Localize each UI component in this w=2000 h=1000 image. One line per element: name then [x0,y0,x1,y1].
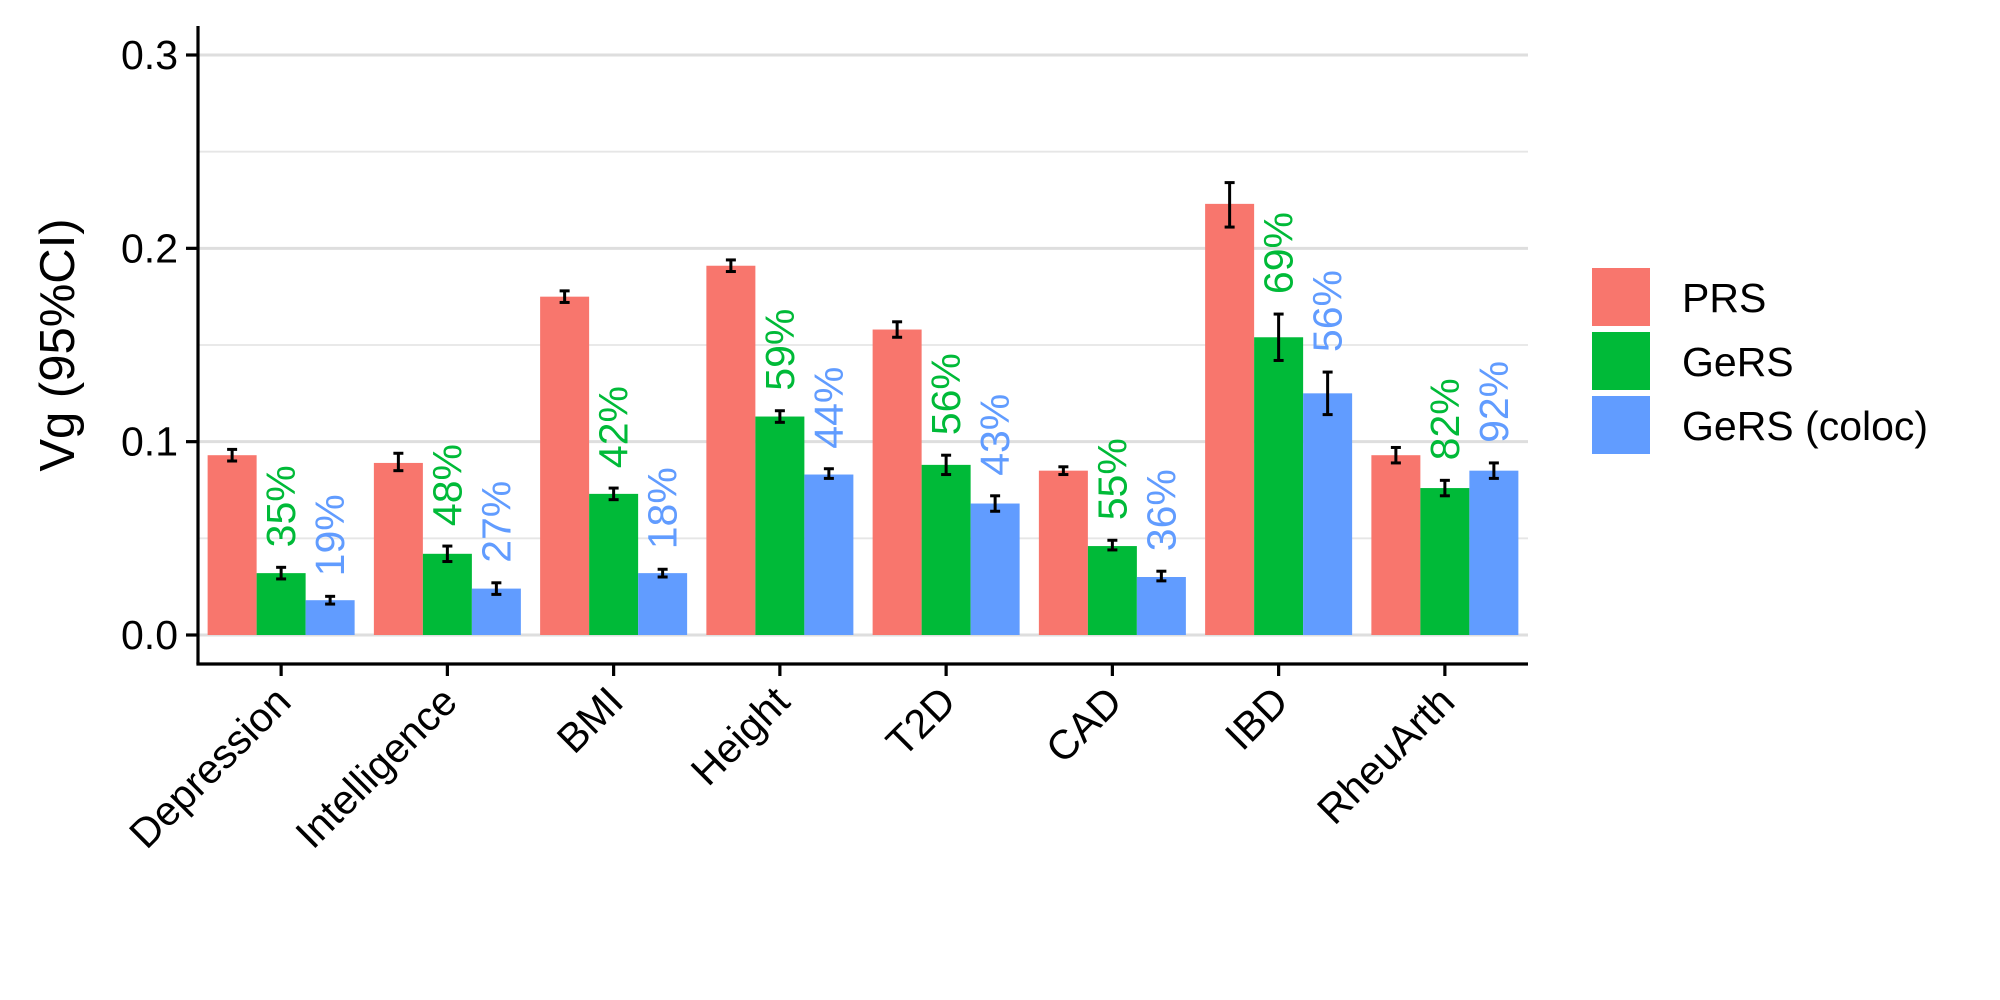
x-tick-label-height: Height [682,677,799,794]
axes [196,26,1528,666]
legend-swatch-0 [1592,268,1650,326]
percent-label-ibd-s1: 69% [1256,212,1302,294]
error-bars [227,181,1499,606]
bar-height-s1 [755,416,805,635]
percent-label-bmi-s1: 42% [591,386,637,468]
percent-label-ibd-s2: 56% [1305,270,1351,352]
bar-rheuarth-s1 [1420,488,1470,635]
bar-bmi-s1 [589,493,639,635]
x-tick-label-rheuarth: RheuArth [1308,678,1463,833]
bar-t2d-s0 [872,329,922,635]
x-tick-label-depression: Depression [120,678,299,857]
bar-cad-s2 [1136,577,1186,635]
percent-label-depression-s1: 35% [258,465,304,547]
bar-rheuarth-s2 [1469,470,1519,635]
percent-label-height-s1: 59% [757,309,803,391]
bar-intelligence-s1 [422,553,472,635]
legend-swatch-2 [1592,396,1650,454]
y-tick-label-1: 0.1 [121,419,178,465]
bar-bmi-s0 [540,296,590,635]
bar-cad-s0 [1038,470,1088,635]
percent-label-rheuarth-s2: 92% [1471,361,1517,443]
bar-rheuarth-s0 [1371,455,1421,635]
bar-depression-s1 [256,573,306,635]
percent-label-t2d-s2: 43% [972,394,1018,476]
legend-label-0: PRS [1682,275,1766,321]
bar-height-s0 [706,265,756,635]
percent-label-intelligence-s1: 48% [424,444,470,526]
y-axis-ticks: 0.0 0.1 0.2 0.3 [121,32,198,658]
legend-label-1: GeRS [1682,339,1794,385]
x-tick-label-t2d: T2D [877,678,964,765]
y-tick-label-0: 0.0 [121,612,178,658]
bar-t2d-s2 [970,503,1020,635]
bars [207,203,1519,635]
percent-label-t2d-s1: 56% [923,353,969,435]
percent-label-cad-s2: 36% [1138,469,1184,551]
bar-ibd-s1 [1254,337,1304,635]
bar-ibd-s2 [1303,393,1353,635]
bar-height-s2 [804,474,854,635]
x-tick-label-ibd: IBD [1216,678,1297,759]
legend-swatch-1 [1592,332,1650,390]
bar-depression-s2 [305,600,355,635]
percent-labels: 35% 19%48% 27%42%18%59%44% 56% 43%55% 36%69%5… [258,212,1517,576]
y-tick-label-3: 0.3 [121,32,178,78]
bar-ibd-s0 [1205,203,1255,635]
percent-label-height-s2: 44% [806,367,852,449]
percent-label-cad-s1: 55% [1089,438,1135,520]
bar-t2d-s1 [921,464,971,635]
y-tick-label-2: 0.2 [121,225,178,271]
legend: PRS GeRS GeRS (coloc) [1592,268,1928,454]
percent-label-depression-s2: 19% [307,494,353,576]
bar-intelligence-s0 [373,462,423,635]
percent-label-bmi-s2: 18% [640,467,686,549]
x-tick-label-cad: CAD [1037,678,1131,772]
legend-label-2: GeRS (coloc) [1682,403,1928,449]
x-tick-label-intelligence: Intelligence [287,678,466,857]
x-tick-label-bmi: BMI [548,678,632,762]
bar-cad-s1 [1087,546,1137,635]
bar-intelligence-s2 [471,588,521,635]
percent-label-rheuarth-s1: 82% [1422,378,1468,460]
y-axis-title: Vg (95%CI) [31,218,85,471]
percent-label-intelligence-s2: 27% [473,481,519,563]
bar-bmi-s2 [638,573,688,635]
bar-depression-s0 [207,455,257,635]
